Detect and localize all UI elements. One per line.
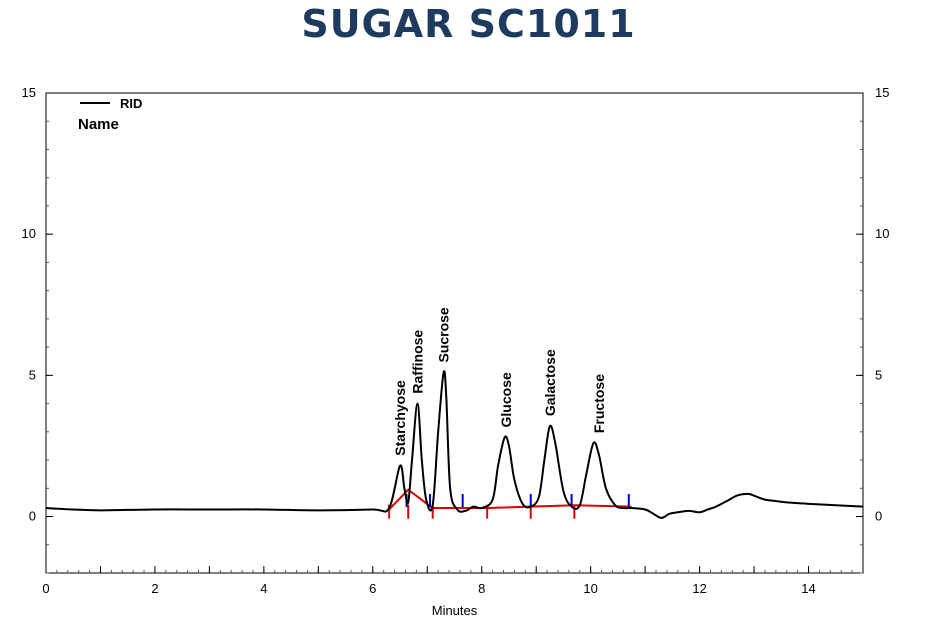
y-tick-label-left: 5 [29,367,36,382]
x-tick-label: 8 [478,581,485,596]
y-tick-label-right: 15 [875,85,889,100]
x-tick-label: 4 [260,581,267,596]
y-tick-label-right: 5 [875,367,882,382]
peak-label-starchyose: Starchyose [392,380,408,456]
peak-label-fructose: Fructose [591,374,607,433]
peak-label-sucrose: Sucrose [436,307,452,362]
x-tick-label: 10 [583,581,597,596]
x-tick-label: 0 [42,581,49,596]
y-tick-label-right: 10 [875,226,889,241]
peak-label-raffinose: Raffinose [409,330,425,394]
series-line-rid [46,371,863,518]
x-tick-label: 14 [801,581,815,596]
x-tick-label: 6 [369,581,376,596]
peak-label-glucose: Glucose [498,372,514,427]
peak-label-galactose: Galactose [542,349,558,416]
legend-header: Name [78,116,119,133]
x-axis-title: Minutes [432,603,478,618]
x-tick-label: 12 [692,581,706,596]
y-tick-label-right: 0 [875,509,882,524]
plot-frame [46,93,863,573]
y-tick-label-left: 10 [22,226,36,241]
y-tick-label-left: 15 [22,85,36,100]
y-tick-label-left: 0 [29,509,36,524]
axes: 0 0 5 5 10 10 15 15 0 2 4 6 8 10 12 14 Minutes [22,85,890,618]
legend-label-rid: RID [120,96,142,111]
series-layer [46,371,863,518]
x-tick-label: 2 [151,581,158,596]
